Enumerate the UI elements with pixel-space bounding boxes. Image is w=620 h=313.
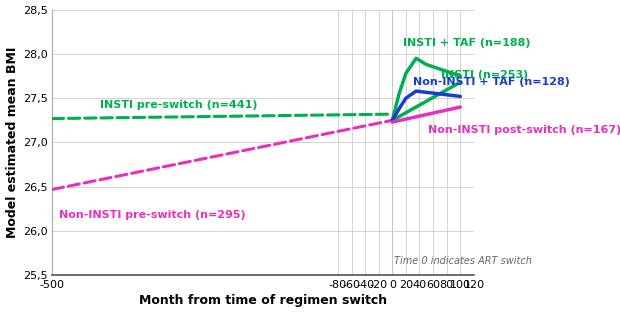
X-axis label: Month from time of regimen switch: Month from time of regimen switch — [139, 295, 387, 307]
Text: INSTI + TAF (n=188): INSTI + TAF (n=188) — [402, 38, 530, 48]
Text: Non-INSTI pre-switch (n=295): Non-INSTI pre-switch (n=295) — [59, 210, 246, 220]
Text: Time 0 indicates ART switch: Time 0 indicates ART switch — [394, 256, 531, 266]
Text: INSTI (n=253): INSTI (n=253) — [441, 70, 528, 80]
Text: Non-INSTI + TAF (n=128): Non-INSTI + TAF (n=128) — [413, 77, 570, 87]
Text: INSTI pre-switch (n=441): INSTI pre-switch (n=441) — [100, 100, 257, 110]
Text: Non-INSTI post-switch (n=167): Non-INSTI post-switch (n=167) — [428, 125, 620, 135]
Y-axis label: Model estimated mean BMI: Model estimated mean BMI — [6, 47, 19, 238]
